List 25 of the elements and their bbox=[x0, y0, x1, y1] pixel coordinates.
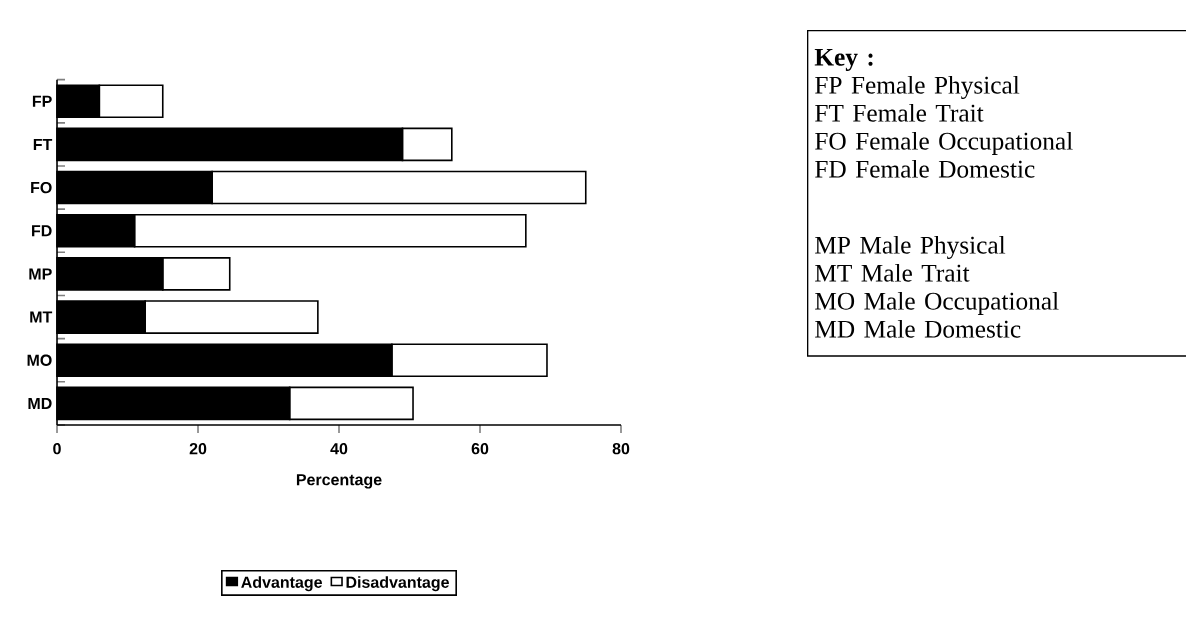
legend-label: Disadvantage bbox=[346, 576, 449, 592]
text: MP Male Physical bbox=[815, 235, 1006, 259]
y-tick-label: FO bbox=[31, 181, 52, 194]
text: FT Female Trait bbox=[815, 103, 984, 122]
y-tick-label: MP bbox=[29, 268, 52, 280]
y-tick-label: FT bbox=[33, 138, 53, 150]
y-tick-label: FD bbox=[32, 225, 52, 237]
text: FP Female Physical bbox=[815, 75, 1020, 99]
x-axis-title: Percentage bbox=[296, 474, 382, 489]
y-tick-label: MD bbox=[28, 397, 52, 409]
text: FD Female Domestic bbox=[815, 159, 1035, 178]
text: Key : bbox=[814, 48, 873, 71]
text: MO Male Occupational bbox=[815, 291, 1059, 315]
x-tick-label: 20 bbox=[189, 443, 207, 455]
y-tick-label: MO bbox=[27, 354, 52, 366]
x-tick-label: 40 bbox=[330, 443, 348, 455]
text: MD Male Domestic bbox=[815, 319, 1021, 338]
y-tick-label: FP bbox=[32, 95, 52, 107]
x-tick-label: 80 bbox=[612, 443, 630, 455]
text: MT Male Trait bbox=[815, 263, 970, 282]
x-tick-label: 60 bbox=[471, 443, 489, 455]
legend-label: Advantage bbox=[241, 576, 322, 592]
text: FO Female Occupational bbox=[815, 131, 1073, 155]
y-tick-label: MT bbox=[30, 311, 53, 323]
x-tick-label: 0 bbox=[53, 443, 61, 455]
